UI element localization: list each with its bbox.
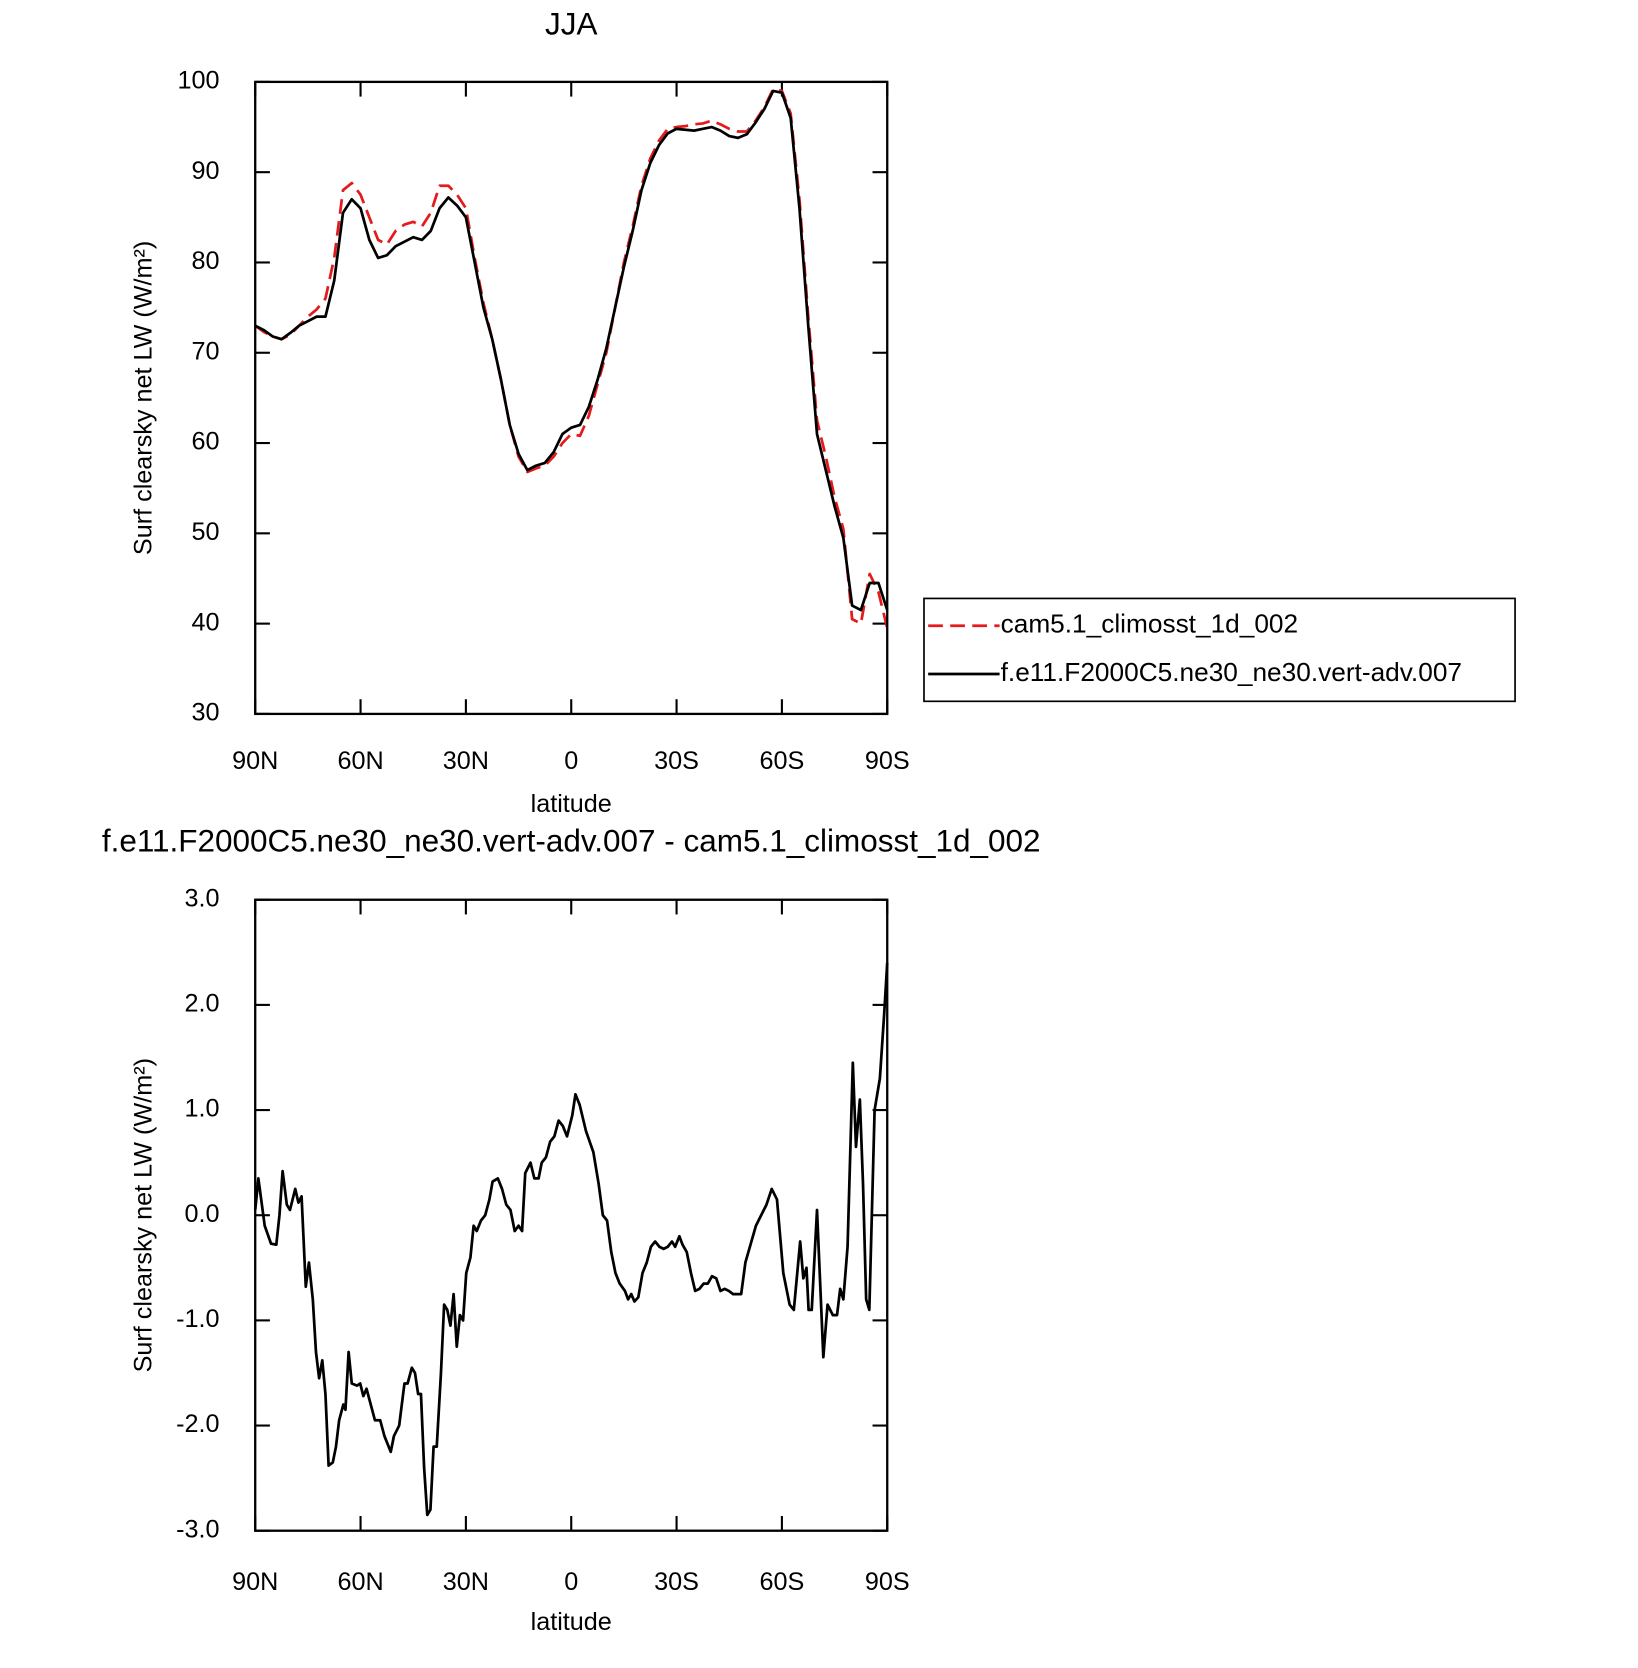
y-tick-label: -2.0 [176, 1410, 219, 1438]
x-tick-label: 30N [443, 1568, 489, 1596]
x-tick-label: 30S [654, 1568, 699, 1596]
x-tick-label: 90N [232, 747, 278, 775]
legend-box [923, 597, 1516, 703]
y-tick-label: 30 [191, 699, 219, 727]
y-tick-label: 3.0 [185, 884, 220, 912]
y-axis-label: Surf clearsky net LW (W/m²) [130, 241, 158, 555]
x-tick-label: 30S [654, 747, 699, 775]
x-tick-label: 60N [337, 1568, 383, 1596]
x-tick-label: 0 [564, 1568, 578, 1596]
y-tick-label: 0.0 [185, 1200, 220, 1228]
x-axis-label: latitude [531, 790, 612, 818]
x-tick-label: 60S [759, 747, 804, 775]
y-tick-label: 70 [191, 337, 219, 365]
y-tick-label: 40 [191, 608, 219, 636]
plot-frame [254, 898, 889, 1532]
x-tick-label: 30N [443, 747, 489, 775]
x-tick-label: 90S [865, 747, 910, 775]
y-tick-label: 60 [191, 428, 219, 456]
y-tick-label: 90 [191, 157, 219, 185]
legend-label: cam5.1_climosst_1d_002 [1001, 609, 1299, 639]
y-tick-label: 2.0 [185, 990, 220, 1018]
x-tick-label: 90S [865, 1568, 910, 1596]
plot-frame [254, 80, 889, 716]
x-axis-label: latitude [531, 1608, 612, 1636]
y-tick-label: -1.0 [176, 1305, 219, 1333]
y-tick-label: 50 [191, 518, 219, 546]
y-axis-label: Surf clearsky net LW (W/m²) [130, 1058, 158, 1372]
y-tick-label: 80 [191, 247, 219, 275]
x-tick-label: 0 [564, 747, 578, 775]
x-tick-label: 90N [232, 1568, 278, 1596]
chart-title: f.e11.F2000C5.ne30_ne30.vert-adv.007 - c… [102, 822, 1041, 858]
x-tick-label: 60S [759, 1568, 804, 1596]
y-tick-label: -3.0 [176, 1515, 219, 1543]
legend-label: f.e11.F2000C5.ne30_ne30.vert-adv.007 [1001, 657, 1462, 687]
y-tick-label: 100 [177, 67, 219, 95]
x-tick-label: 60N [337, 747, 383, 775]
series-line [254, 87, 889, 629]
series-line [254, 89, 889, 612]
series-line [253, 962, 889, 1517]
chart-title: JJA [545, 6, 597, 42]
y-tick-label: 1.0 [185, 1095, 220, 1123]
